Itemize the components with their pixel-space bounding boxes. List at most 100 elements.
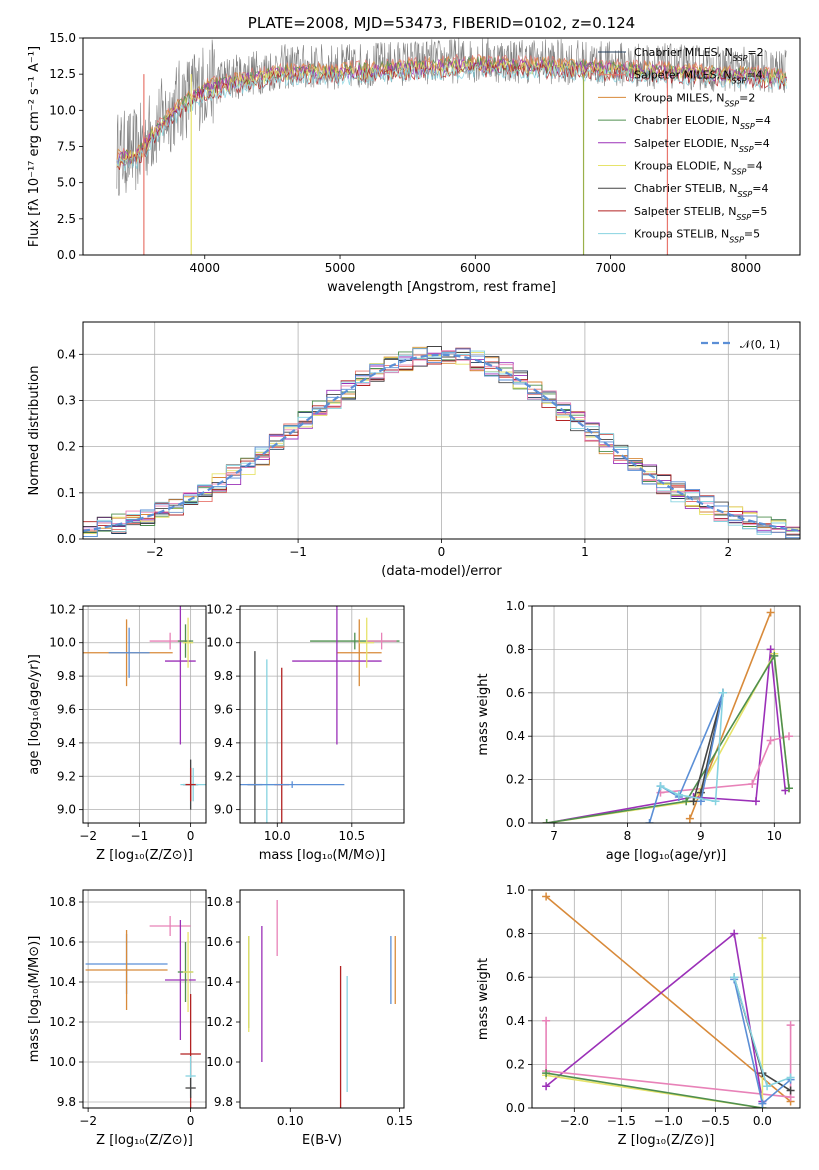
plus-marker	[766, 645, 775, 654]
model-spectrum-line	[116, 63, 787, 171]
plus-marker	[674, 790, 683, 799]
y-tick-label: 0.2	[57, 440, 76, 454]
x-tick-label: 10	[767, 829, 782, 843]
legend-entry: Kroupa STELIB, NSSP=5	[634, 228, 760, 245]
plus-marker	[786, 1021, 795, 1030]
x-axis-label: Z [log₁₀(Z/Z⊙)]	[618, 1133, 715, 1148]
mass-weight-line	[660, 735, 790, 794]
x-tick-label: 1	[581, 545, 589, 559]
age-vs-mass-panel: 10.0 10.5 9.0 9.2 9.4 9.6 9.8 10.0 10.2 mass [log…	[206, 602, 405, 863]
y-tick-label: 9.0	[214, 803, 233, 817]
x-axis-label: wavelength [Angstrom, rest frame]	[327, 280, 556, 295]
y-tick-label: 0.1	[57, 486, 76, 500]
x-tick-label: 8	[624, 829, 632, 843]
mass-weight-line	[545, 895, 792, 1103]
y-tick-label: 0.2	[506, 1057, 525, 1071]
errorbar-points	[83, 606, 206, 810]
plus-marker	[786, 1073, 795, 1082]
x-tick-label: 7	[550, 829, 558, 843]
y-tick-label: 9.4	[214, 736, 233, 750]
y-tick-label: 0.0	[57, 248, 76, 262]
histogram-panel: −2 −1 0 1 2 0.0 0.1 0.2 0.3 0.4 (data-model)/error…	[27, 321, 801, 579]
y-tick-label: 9.4	[57, 736, 76, 750]
plus-marker	[770, 651, 779, 660]
y-axis-label: age [log₁₀(age/yr)]	[27, 654, 42, 775]
mass-weight-line	[545, 1020, 792, 1098]
mass-weight-line	[546, 653, 790, 823]
axes-frame	[82, 321, 801, 540]
y-tick-label: 9.6	[57, 702, 76, 716]
y-tick-label: 2.5	[57, 212, 76, 226]
y-tick-label: 10.0	[206, 1055, 233, 1069]
residual-histogram-line	[83, 348, 800, 539]
y-tick-label: 10.2	[206, 1015, 233, 1029]
y-tick-label: 10.0	[49, 1055, 76, 1069]
x-tick-label: 10.5	[338, 829, 365, 843]
histogram-lines	[83, 346, 800, 539]
model-spectrum-line	[116, 58, 787, 166]
x-tick-label: 6000	[460, 261, 491, 275]
y-tick-label: 10.0	[206, 636, 233, 650]
x-tick-label: −2	[146, 545, 164, 559]
x-axis-label: age [log₁₀(age/yr)]	[606, 848, 727, 863]
y-axis-label: mass weight	[476, 673, 491, 755]
legend-entry: Kroupa MILES, NSSP=2	[634, 91, 755, 108]
mass-weight-line	[546, 651, 790, 823]
x-tick-label: −1	[131, 829, 149, 843]
plus-marker	[696, 788, 705, 797]
y-tick-label: 10.8	[206, 895, 233, 909]
x-axis-label: E(B-V)	[302, 1133, 342, 1148]
y-tick-label: 0.2	[506, 773, 525, 787]
y-tick-label: 10.0	[49, 103, 76, 117]
plus-marker	[758, 1099, 767, 1108]
y-tick-label: 9.8	[57, 669, 76, 683]
plus-marker	[766, 608, 775, 617]
plus-marker	[784, 784, 793, 793]
y-tick-label: 10.4	[206, 975, 233, 989]
spectrum-panel: 4000 5000 6000 7000 8000 0.0 2.5 5.0 7.5 10.0 12.5…	[27, 14, 801, 295]
y-tick-label: 0.0	[57, 532, 76, 546]
plus-marker	[763, 1082, 772, 1091]
legend-entry: Chabrier ELODIE, NSSP=4	[634, 114, 771, 131]
x-tick-label: 7000	[595, 261, 626, 275]
mass-weight-vs-metallicity-panel: −2.0 −1.5 −1.0 −0.5 0.0 0.0 0.2 0.4 0.6 0.8 1.0 Z […	[476, 883, 801, 1148]
axes-frame	[531, 889, 801, 1109]
y-tick-label: 0.4	[506, 1014, 525, 1028]
plus-marker	[758, 933, 767, 942]
x-tick-label: 8000	[731, 261, 762, 275]
y-tick-label: 10.4	[49, 975, 76, 989]
errorbar-points	[248, 900, 396, 1108]
y-tick-label: 7.5	[57, 140, 76, 154]
x-tick-label: 9	[697, 829, 705, 843]
age-vs-metallicity-panel: −2 −1 0 9.0 9.2 9.4 9.6 9.8 10.0 10.2 Z [log₁₀(Z/Z…	[27, 602, 207, 863]
mass-weight-lines	[542, 608, 793, 823]
plus-marker	[656, 782, 665, 791]
mass-weight-line	[545, 932, 764, 1102]
y-tick-label: 9.0	[57, 803, 76, 817]
x-tick-label: 5000	[325, 261, 356, 275]
x-tick-label: −1.0	[654, 1114, 683, 1128]
x-axis-label: Z [log₁₀(Z/Z⊙)]	[96, 848, 193, 863]
y-tick-label: 9.2	[214, 769, 233, 783]
y-tick-label: 10.6	[206, 935, 233, 949]
mass-weight-lines	[542, 892, 795, 1108]
y-tick-label: 9.8	[214, 1095, 233, 1109]
y-tick-label: 0.6	[506, 970, 525, 984]
y-tick-label: 0.8	[506, 927, 525, 941]
y-tick-label: 9.6	[214, 702, 233, 716]
errorbar-points	[240, 606, 400, 823]
y-tick-label: 10.8	[49, 895, 76, 909]
legend-entry: Salpeter ELODIE, NSSP=4	[634, 137, 770, 154]
x-axis-label: mass [log₁₀(M/M⊙)]	[259, 848, 386, 863]
mass-vs-extinction-panel: 0.10 0.15 9.8 10.0 10.2 10.4 10.6 10.8 E(B-V)	[206, 889, 413, 1148]
mass-weight-line	[660, 692, 724, 803]
x-tick-label: −1	[289, 545, 307, 559]
x-tick-label: 0.10	[277, 1114, 304, 1128]
x-tick-label: −2	[79, 1114, 97, 1128]
axes-frame	[531, 605, 801, 824]
spectrum-lines	[116, 38, 787, 255]
plus-marker	[751, 797, 760, 806]
plus-marker	[786, 1086, 795, 1095]
